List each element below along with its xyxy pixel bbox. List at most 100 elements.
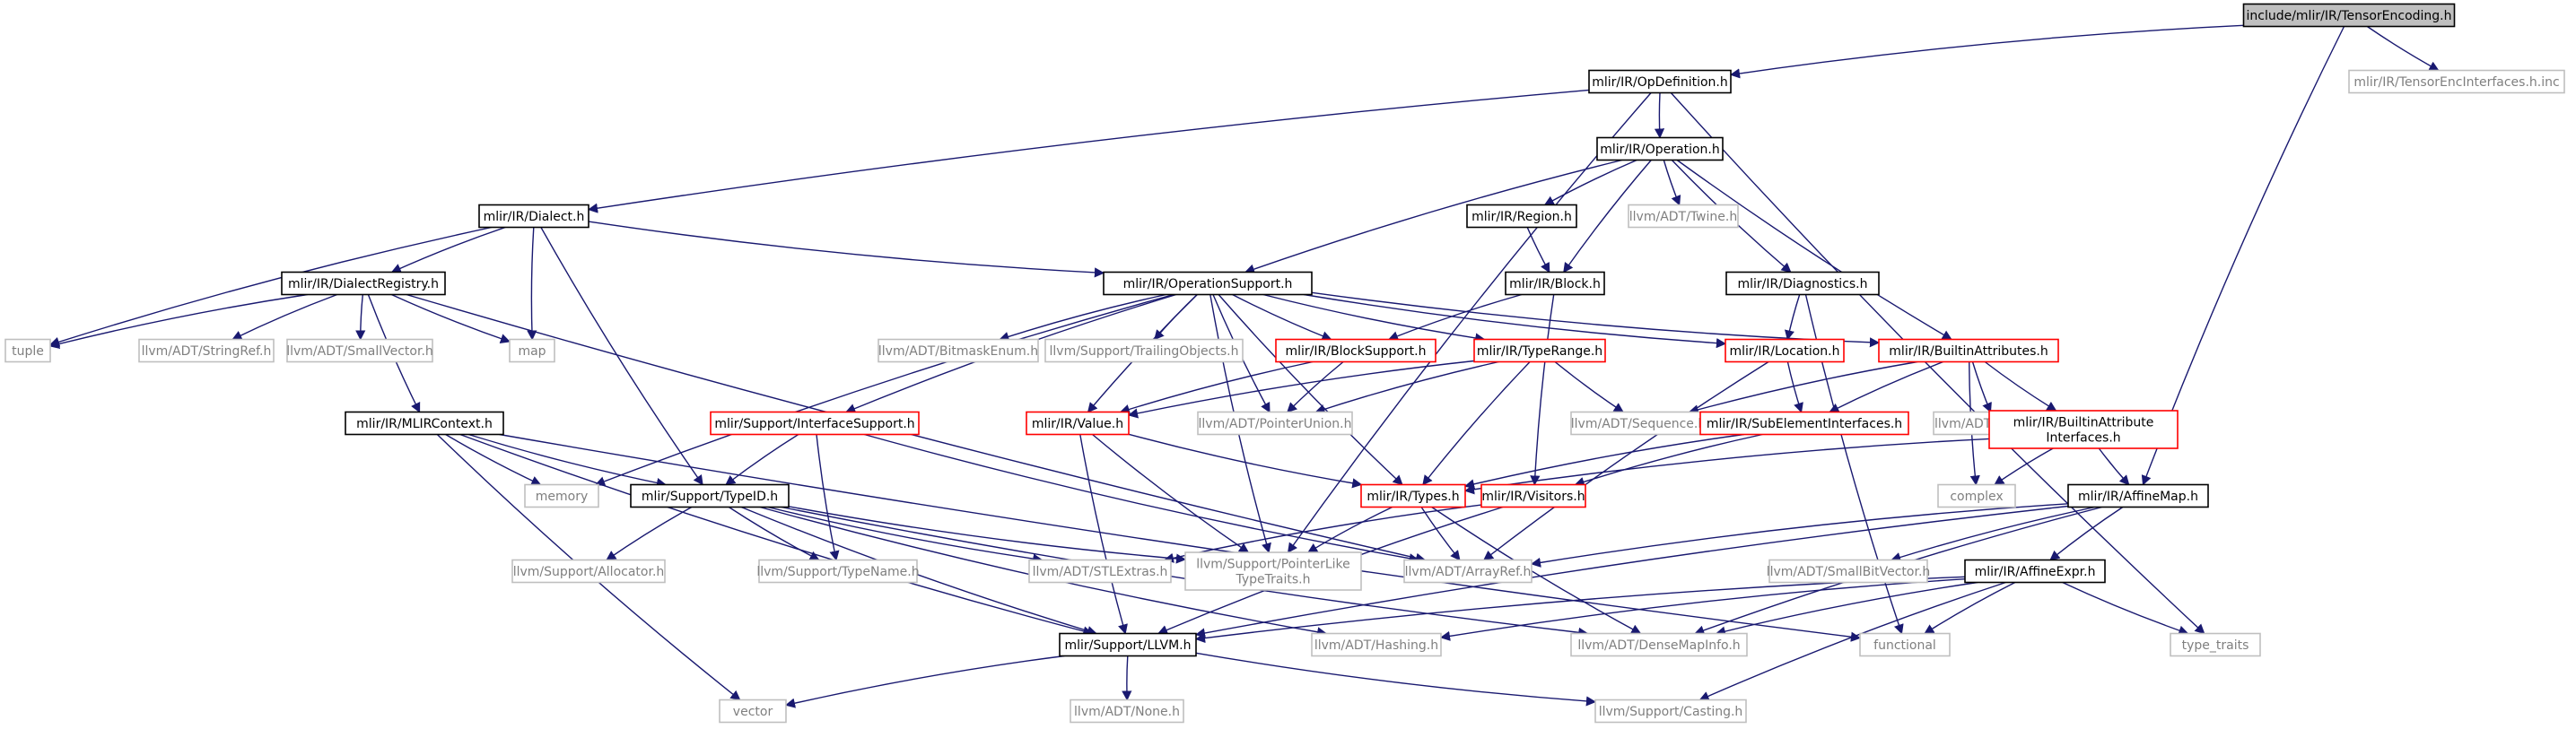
node-sequence: llvm/ADT/Sequence.h — [1570, 411, 1707, 436]
node-affinemap[interactable]: mlir/IR/AffineMap.h — [2067, 483, 2209, 508]
node-label: complex — [1950, 490, 2003, 504]
edge-llvmh-to-casting — [1195, 652, 1597, 707]
node-stringref: llvm/ADT/StringRef.h — [138, 338, 275, 363]
node-functional: functional — [1859, 632, 1951, 657]
edge-arrow — [1463, 438, 1990, 495]
node-box — [1988, 410, 2179, 449]
edge-arrow — [1530, 294, 1555, 486]
edge-value-to-llvmh — [1079, 434, 1128, 635]
node-box — [2170, 632, 2261, 657]
node-llvmh[interactable]: mlir/Support/LLVM.h — [1059, 632, 1197, 657]
edge-root-to-tenc — [2366, 25, 2440, 72]
node-location[interactable]: mlir/IR/Location.h — [1725, 338, 1845, 363]
edge-types-to-densemap — [1431, 506, 1642, 635]
node-ifacesupport[interactable]: mlir/Support/InterfaceSupport.h — [710, 411, 920, 436]
node-map: map — [509, 338, 555, 363]
edge-arrow — [1729, 24, 2244, 79]
node-builtinattrs[interactable]: mlir/IR/BuiltinAttributes.h — [1878, 338, 2059, 363]
edge-value-to-ptrlike — [1092, 433, 1250, 553]
edge-location-to-subelem — [1786, 361, 1803, 413]
node-box — [511, 559, 666, 584]
node-opdef[interactable]: mlir/IR/OpDefinition.h — [1588, 69, 1732, 94]
edge-types-to-arrayref — [1420, 507, 1461, 561]
edge-arrow — [1304, 293, 1727, 349]
node-mlircontext[interactable]: mlir/IR/MLIRContext.h — [345, 411, 504, 436]
edge-affinemap-to-llvmh — [1194, 505, 2069, 638]
edge-location-to-arrayref — [1483, 360, 1769, 561]
node-root[interactable]: include/mlir/IR/TensorEncoding.h — [2242, 3, 2456, 28]
node-subelem[interactable]: mlir/IR/SubElementInterfaces.h — [1699, 411, 1909, 436]
node-typeid[interactable]: mlir/Support/TypeID.h — [630, 483, 790, 508]
edge-dialectreg-to-smallvector — [355, 294, 366, 341]
edge-arrow — [1543, 159, 1637, 206]
node-types[interactable]: mlir/IR/Types.h — [1360, 483, 1466, 508]
node-visitors[interactable]: mlir/IR/Visitors.h — [1480, 483, 1586, 508]
edge-arrow — [999, 293, 1166, 342]
node-region[interactable]: mlir/IR/Region.h — [1466, 204, 1577, 229]
node-box — [1028, 559, 1172, 584]
edge-opsupport-to-builtinattrs — [1311, 291, 1881, 348]
node-dialectreg[interactable]: mlir/IR/DialectRegistry.h — [281, 271, 446, 296]
edge-arrow — [1526, 227, 1550, 273]
edge-arrow — [1092, 433, 1250, 553]
edge-arrow — [231, 293, 338, 341]
edge-operation-to-opsupport — [1244, 159, 1623, 274]
edge-layer — [48, 24, 2440, 708]
node-label: mlir/IR/BlockSupport.h — [1286, 344, 1427, 359]
node-box — [1044, 338, 1244, 363]
node-box — [1878, 338, 2059, 363]
node-label: llvm/Support/Allocator.h — [513, 565, 665, 579]
edge-dialect-to-map — [527, 227, 537, 341]
edge-arrow — [1287, 360, 1344, 413]
edge-arrow — [1420, 507, 1461, 561]
node-dialect[interactable]: mlir/IR/Dialect.h — [478, 204, 589, 229]
node-value[interactable]: mlir/IR/Value.h — [1026, 411, 1130, 436]
edge-region-to-block — [1526, 227, 1550, 273]
edge-arrow — [1119, 360, 1314, 414]
node-box — [2067, 483, 2209, 508]
edge-affinemap-to-smallbitvector — [1891, 506, 2096, 562]
node-arrayref: llvm/ADT/ArrayRef.h — [1403, 559, 1533, 584]
node-box — [719, 699, 787, 724]
edge-ifacesupport-to-typeid — [725, 433, 799, 486]
node-box — [1505, 271, 1605, 296]
edge-arrow — [1688, 360, 1918, 415]
edge-arrow — [2366, 25, 2440, 72]
edge-arrow — [1463, 433, 1744, 490]
edge-affineexpr-to-densemap — [1715, 581, 1978, 637]
node-label: mlir/IR/MLIRContext.h — [356, 417, 493, 431]
node-box — [1937, 483, 2016, 508]
node-affineexpr[interactable]: mlir/IR/AffineExpr.h — [1964, 559, 2106, 584]
node-label: mlir/IR/SubElementInterfaces.h — [1707, 417, 1902, 431]
edge-mlircontext-to-memory — [445, 433, 542, 486]
node-diagnostics[interactable]: mlir/IR/Diagnostics.h — [1725, 271, 1880, 296]
node-label: llvm/ADT/Twine.h — [1629, 210, 1737, 224]
node-box — [1026, 411, 1130, 436]
node-operation[interactable]: mlir/IR/Operation.h — [1596, 136, 1724, 161]
edge-arrow — [1194, 505, 2069, 638]
node-label: llvm/Support/TrailingObjects.h — [1050, 344, 1239, 359]
edge-arrow — [784, 655, 1065, 708]
node-typerange[interactable]: mlir/IR/TypeRange.h — [1473, 338, 1606, 363]
node-box — [4, 338, 51, 363]
edge-arrow — [1262, 293, 1486, 343]
node-label: mlir/IR/Visitors.h — [1481, 490, 1585, 504]
node-box — [1628, 204, 1739, 229]
edge-arrow — [1483, 360, 1769, 561]
edge-arrow — [459, 433, 1094, 637]
node-block[interactable]: mlir/IR/Block.h — [1505, 271, 1605, 296]
edge-arrow — [355, 294, 366, 341]
edge-arrow — [527, 227, 537, 341]
node-box — [758, 559, 918, 584]
edge-typerange-to-pointerunion — [1314, 360, 1499, 414]
edge-arrow — [606, 506, 693, 561]
edge-arrow — [588, 221, 1105, 278]
node-opsupport[interactable]: mlir/IR/OperationSupport.h — [1103, 271, 1313, 296]
node-smallvector: llvm/ADT/SmallVector.h — [286, 338, 433, 363]
node-box — [1725, 338, 1845, 363]
edge-arrow — [1984, 360, 2057, 412]
node-blocksupport[interactable]: mlir/IR/BlockSupport.h — [1275, 338, 1436, 363]
edge-arrow — [781, 506, 1589, 638]
